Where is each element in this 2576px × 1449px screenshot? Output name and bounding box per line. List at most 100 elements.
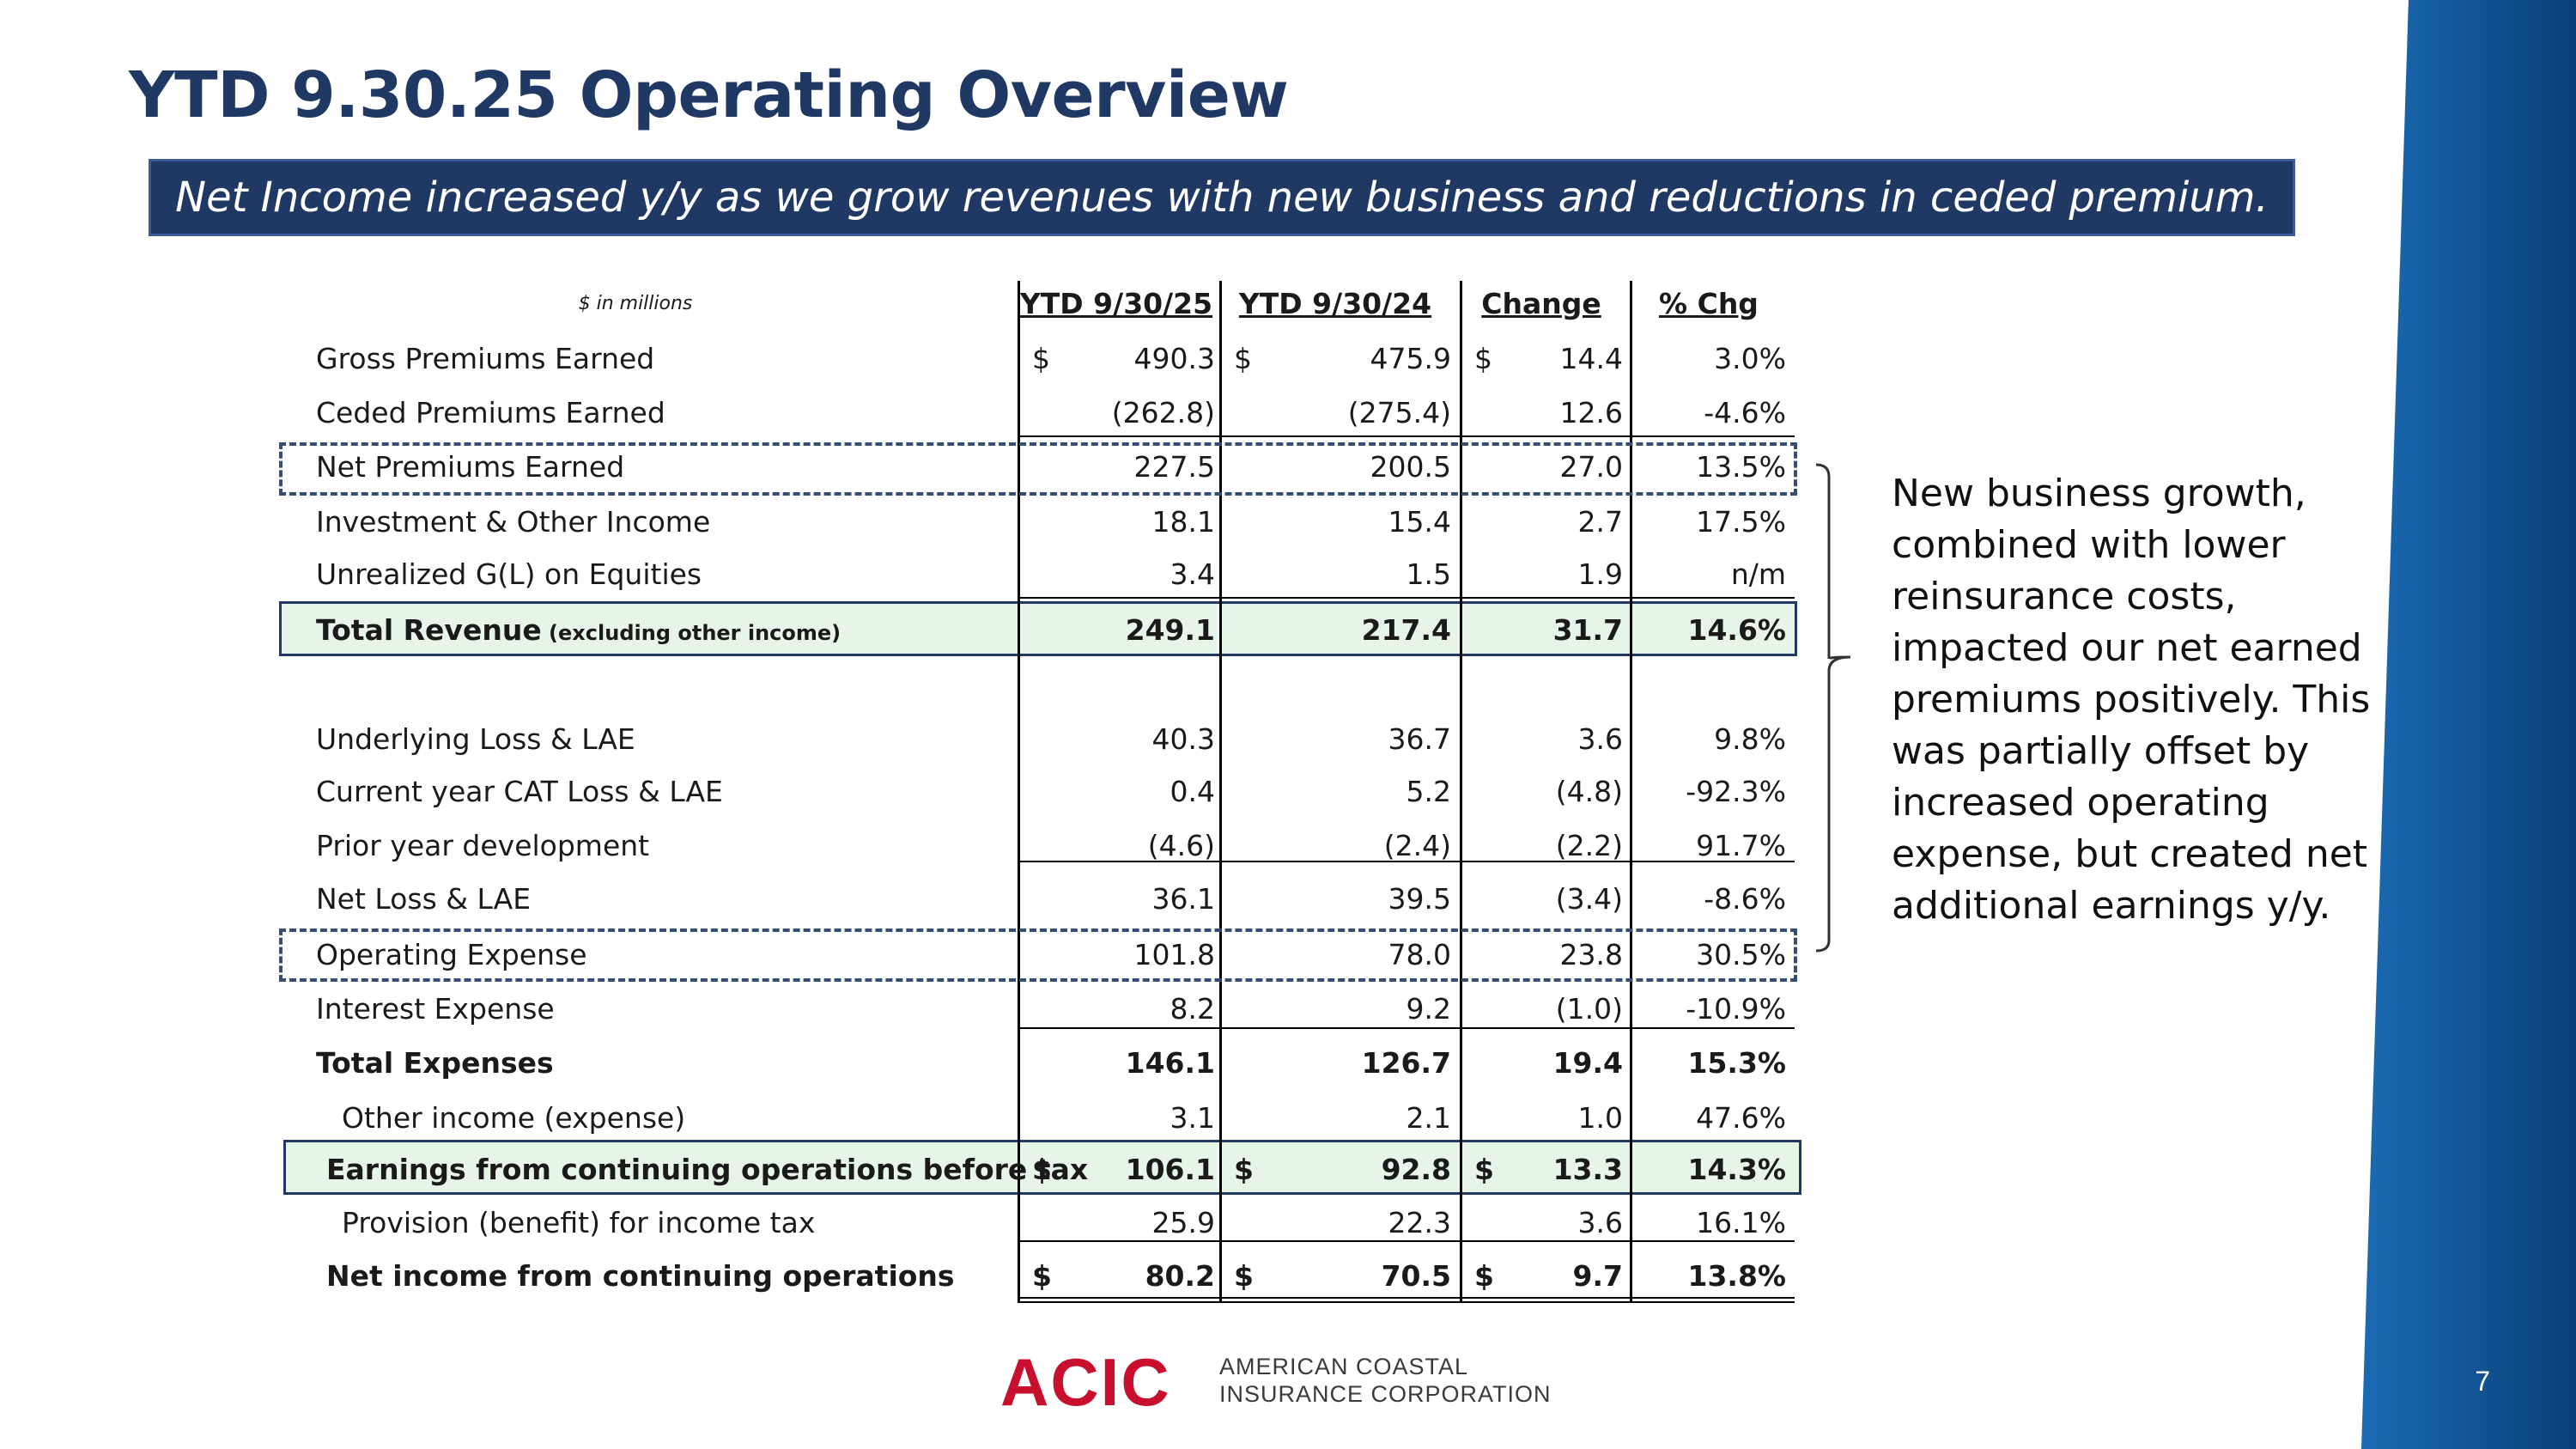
value-cell: 490.3 (1133, 342, 1215, 375)
earnings-before-tax-highlight (283, 1140, 1801, 1195)
table-row: Interest Expense 8.2 9.2 (1.0) -10.9% (283, 983, 1803, 1036)
value-cell: (3.4) (1555, 882, 1623, 916)
row-label: Other income (expense) (342, 1101, 686, 1135)
value-cell: 39.5 (1388, 882, 1451, 916)
row-rule (1018, 861, 1795, 862)
row-label: Underlying Loss & LAE (316, 722, 635, 756)
value-cell: 70.5 (1381, 1259, 1451, 1293)
value-cell: 9.8% (1714, 722, 1786, 756)
value-cell: 3.1 (1170, 1101, 1215, 1135)
value-cell: 80.2 (1145, 1259, 1215, 1293)
row-rule (1018, 435, 1795, 437)
value-cell: 13.3 (1552, 1153, 1623, 1186)
company-name: AMERICAN COASTAL INSURANCE CORPORATION (1219, 1353, 1552, 1408)
row-rule (1018, 1027, 1795, 1029)
currency-symbol: $ (1234, 1153, 1254, 1186)
table-row: Net income from continuing operations 80.… (283, 1250, 1803, 1303)
currency-symbol: $ (1474, 1153, 1494, 1186)
row-label: Investment & Other Income (316, 505, 711, 539)
table-row: Operating Expense 101.8 78.0 23.8 30.5% (283, 928, 1803, 982)
currency-symbol: $ (1032, 1259, 1052, 1293)
company-name-line-1: AMERICAN COASTAL (1219, 1354, 1469, 1379)
row-label: Unrealized G(L) on Equities (316, 557, 702, 591)
operating-table: $ in millions YTD 9/30/25 YTD 9/30/24 Ch… (279, 279, 1803, 1310)
value-cell: 27.0 (1559, 450, 1623, 484)
row-label: Total Revenue (excluding other income) (316, 613, 841, 647)
value-cell: 25.9 (1151, 1206, 1215, 1239)
value-cell: (2.4) (1383, 829, 1451, 862)
value-cell: 15.3% (1687, 1046, 1787, 1080)
value-cell: 17.5% (1696, 505, 1786, 539)
row-label: Prior year development (316, 829, 650, 862)
col-header-ytd-2024: YTD 9/30/24 (1238, 287, 1432, 320)
value-cell: 200.5 (1370, 450, 1451, 484)
table-row: Provision (benefit) for income tax 25.9 22… (283, 1196, 1803, 1250)
value-cell: 47.6% (1696, 1101, 1786, 1135)
currency-symbol: $ (1234, 1259, 1254, 1293)
value-cell: 91.7% (1696, 829, 1786, 862)
value-cell: -4.6% (1704, 396, 1786, 429)
value-cell: 3.6 (1577, 1206, 1623, 1239)
value-cell: 16.1% (1696, 1206, 1786, 1239)
table-row: Underlying Loss & LAE 40.3 36.7 3.6 9.8% (283, 713, 1803, 766)
value-cell: 9.7 (1572, 1259, 1623, 1293)
value-cell: (4.6) (1147, 829, 1215, 862)
net-premiums-callout-box (279, 442, 1797, 496)
table-row: Other income (expense) 3.1 2.1 1.0 47.6% (283, 1092, 1803, 1145)
row-label: Net Premiums Earned (316, 450, 625, 484)
table-row: Gross Premiums Earned 490.3 $475.9 $14.4 $3.… (283, 332, 1803, 386)
value-cell: 217.4 (1361, 613, 1451, 647)
value-cell: 3.6 (1577, 722, 1623, 756)
table-row: Prior year development (4.6) (2.4) (2.2) 91.… (283, 819, 1803, 873)
value-cell: (1.0) (1555, 992, 1623, 1026)
value-cell: 36.1 (1151, 882, 1215, 916)
column-divider (1460, 281, 1462, 1303)
units-label: $ in millions (578, 293, 693, 314)
value-cell: 9.2 (1406, 992, 1451, 1026)
currency-symbol: $ (1474, 342, 1492, 375)
table-row: Total Expenses 146.1 126.7 19.4 15.3% (283, 1037, 1803, 1090)
decorative-side-band (2361, 0, 2576, 1449)
value-cell: n/m (1730, 557, 1786, 591)
column-divider (1018, 281, 1020, 1303)
value-cell: 78.0 (1388, 938, 1451, 971)
column-divider (1630, 281, 1632, 1303)
value-cell: 0.4 (1170, 775, 1215, 808)
value-cell: 5.2 (1406, 775, 1451, 808)
value-cell: 2.7 (1577, 505, 1623, 539)
value-cell: 101.8 (1133, 938, 1215, 971)
value-cell: 13.8% (1687, 1259, 1787, 1293)
value-cell: 126.7 (1361, 1046, 1451, 1080)
row-rule (1018, 1240, 1795, 1242)
col-header-change: Change (1481, 287, 1601, 320)
value-cell: 8.2 (1170, 992, 1215, 1026)
col-header-pct-change: % Chg (1659, 287, 1759, 320)
table-row: Unrealized G(L) on Equities 3.4 1.5 1.9 n/m (283, 548, 1803, 601)
table-row: Ceded Premiums Earned (262.8) (275.4) 12.6 -… (283, 387, 1803, 440)
callout-bracket (1815, 463, 1851, 953)
total-revenue-highlight (279, 601, 1797, 656)
row-rule (1018, 1297, 1795, 1299)
row-label: Earnings from continuing operations befo… (326, 1153, 1089, 1186)
row-label: Net Loss & LAE (316, 882, 532, 916)
value-cell: 36.7 (1388, 722, 1451, 756)
summary-banner-text: Net Income increased y/y as we grow reve… (175, 174, 2269, 222)
value-cell: 23.8 (1559, 938, 1623, 971)
value-cell: (275.4) (1347, 396, 1451, 429)
col-header-ytd-2025: YTD 9/30/25 (1019, 287, 1213, 320)
table-row: Total Revenue (excluding other income) 24… (283, 604, 1803, 657)
value-cell: (262.8) (1111, 396, 1215, 429)
value-cell: 1.0 (1577, 1101, 1623, 1135)
row-rule (1018, 1301, 1795, 1303)
value-cell: 40.3 (1151, 722, 1215, 756)
value-cell: -92.3% (1686, 775, 1786, 808)
operating-expense-callout-box (279, 928, 1797, 982)
value-cell: (4.8) (1555, 775, 1623, 808)
value-cell: 106.1 (1125, 1153, 1215, 1186)
value-cell: 12.6 (1559, 396, 1623, 429)
value-cell: -8.6% (1704, 882, 1786, 916)
value-cell: 19.4 (1552, 1046, 1623, 1080)
logo-mark: ACIC (1000, 1347, 1171, 1416)
value-cell: 18.1 (1151, 505, 1215, 539)
row-label: Interest Expense (316, 992, 555, 1026)
